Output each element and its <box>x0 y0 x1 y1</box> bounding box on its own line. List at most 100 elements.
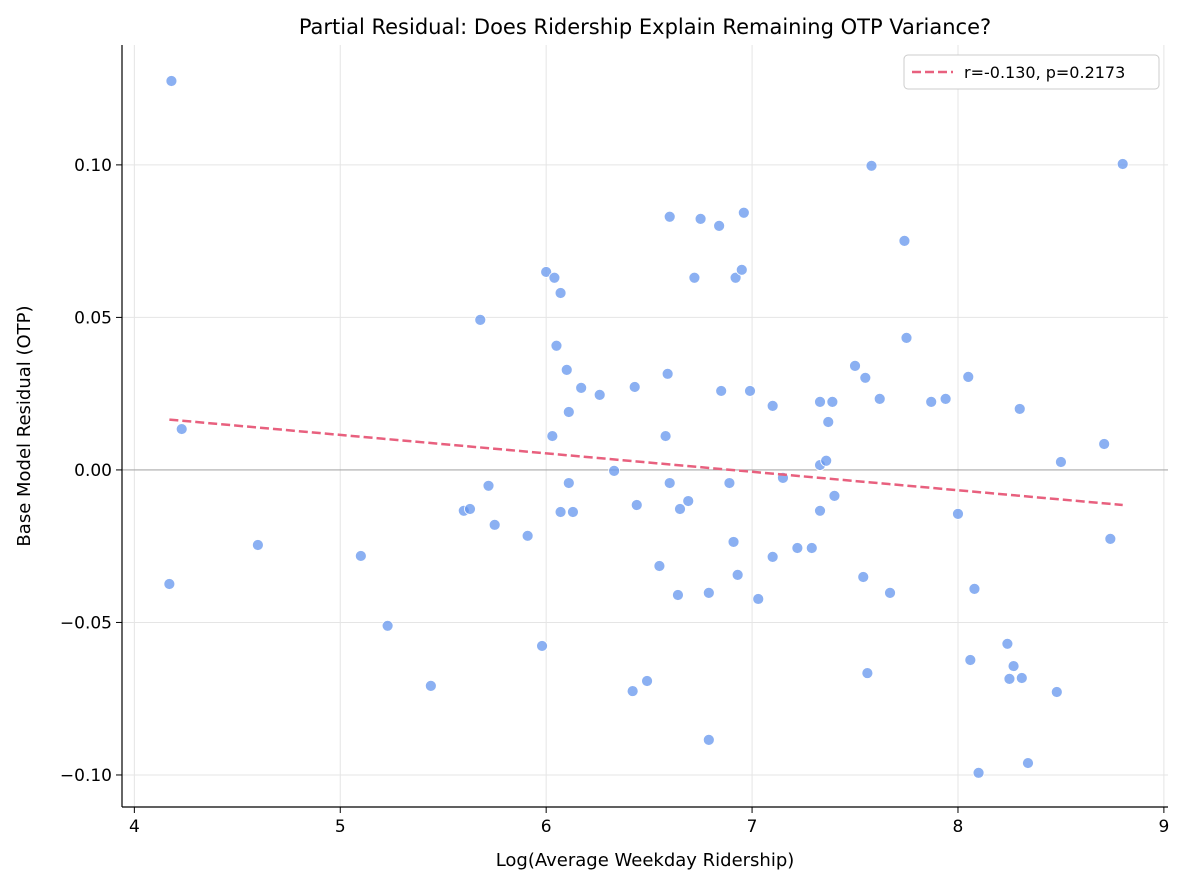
data-point <box>521 529 534 542</box>
data-point <box>688 271 701 284</box>
data-point <box>562 477 575 489</box>
data-point <box>1015 672 1028 684</box>
legend: r=-0.130, p=0.2173 <box>903 54 1160 90</box>
data-point <box>822 416 835 428</box>
data-point <box>682 495 695 507</box>
data-point <box>737 206 750 219</box>
data-point <box>175 423 188 435</box>
y-axis-ticks: −0.10 −0.05 0.00 0.05 0.10 <box>60 156 122 786</box>
data-point <box>939 392 952 405</box>
data-point <box>861 667 874 679</box>
data-point <box>653 560 666 572</box>
data-point <box>663 210 676 223</box>
data-point <box>727 536 740 548</box>
data-point <box>593 388 606 401</box>
data-point <box>884 586 896 599</box>
data-point <box>554 506 567 518</box>
data-point <box>567 506 579 518</box>
data-point <box>1055 456 1067 468</box>
data-point <box>165 75 178 87</box>
data-point <box>731 568 744 581</box>
data-point <box>1003 672 1016 685</box>
data-point <box>482 479 495 492</box>
x-tick-label: 6 <box>541 817 552 837</box>
data-point <box>424 679 437 692</box>
y-tick-label: −0.05 <box>60 613 112 633</box>
data-point <box>744 385 756 397</box>
data-point <box>630 499 643 511</box>
x-tick-label: 4 <box>129 817 140 837</box>
data-point <box>702 586 715 599</box>
data-point <box>1022 757 1034 769</box>
data-point <box>628 381 641 393</box>
data-point <box>659 430 672 442</box>
data-point <box>972 766 985 779</box>
legend-label: r=-0.130, p=0.2173 <box>964 63 1125 82</box>
data-point <box>814 504 826 517</box>
points <box>163 75 1129 779</box>
data-point <box>729 271 742 284</box>
x-tick-label: 8 <box>953 817 964 837</box>
data-point <box>1050 686 1063 698</box>
data-point <box>873 392 886 405</box>
chart-title: Partial Residual: Does Ridership Explain… <box>299 15 991 39</box>
data-point <box>735 263 748 276</box>
data-point <box>752 593 765 605</box>
data-point <box>661 367 674 380</box>
data-point <box>672 589 684 601</box>
data-point <box>474 313 487 326</box>
data-point <box>354 550 367 562</box>
data-point <box>766 550 779 563</box>
data-point <box>820 454 833 467</box>
data-point <box>900 331 913 344</box>
data-point <box>663 477 676 489</box>
data-point <box>1013 403 1026 415</box>
data-point <box>968 582 981 595</box>
x-axis-label: Log(Average Weekday Ridership) <box>496 850 795 871</box>
data-point <box>548 271 561 284</box>
data-point <box>766 399 779 412</box>
data-point <box>674 503 686 515</box>
data-point <box>163 578 176 590</box>
y-tick-label: 0.10 <box>74 156 112 176</box>
data-point <box>626 685 639 697</box>
data-point <box>857 571 870 583</box>
data-point <box>540 266 553 278</box>
data-point <box>826 396 839 408</box>
y-tick-label: 0.00 <box>74 461 112 481</box>
x-tick-label: 7 <box>747 817 758 837</box>
data-point <box>715 385 728 397</box>
data-point <box>608 464 621 477</box>
y-tick-label: −0.10 <box>60 766 112 786</box>
data-point <box>898 234 911 247</box>
data-point <box>791 542 804 554</box>
data-point <box>865 159 878 172</box>
data-point <box>251 539 264 551</box>
data-point <box>849 360 861 372</box>
data-point <box>550 339 563 352</box>
data-point <box>713 219 726 232</box>
data-point <box>859 371 872 384</box>
x-axis-ticks: 4 5 6 7 8 9 <box>129 807 1169 837</box>
data-point <box>1001 637 1014 650</box>
grid <box>122 45 1168 807</box>
data-point <box>464 503 476 515</box>
data-point <box>1098 438 1111 450</box>
data-point <box>381 619 394 632</box>
legend-box <box>903 54 1160 90</box>
data-point <box>964 654 977 666</box>
y-axis-label: Base Model Residual (OTP) <box>14 305 35 546</box>
data-point <box>723 477 736 489</box>
data-point <box>962 370 975 383</box>
data-point <box>925 396 938 408</box>
data-point <box>702 733 715 746</box>
data-point <box>536 640 548 652</box>
data-point <box>814 396 826 408</box>
data-point <box>1116 158 1129 170</box>
data-point <box>546 430 559 442</box>
trend-line <box>169 418 1123 507</box>
y-tick-label: 0.05 <box>74 308 112 328</box>
data-point <box>560 363 573 376</box>
data-point <box>1007 660 1020 672</box>
data-point <box>575 381 588 394</box>
